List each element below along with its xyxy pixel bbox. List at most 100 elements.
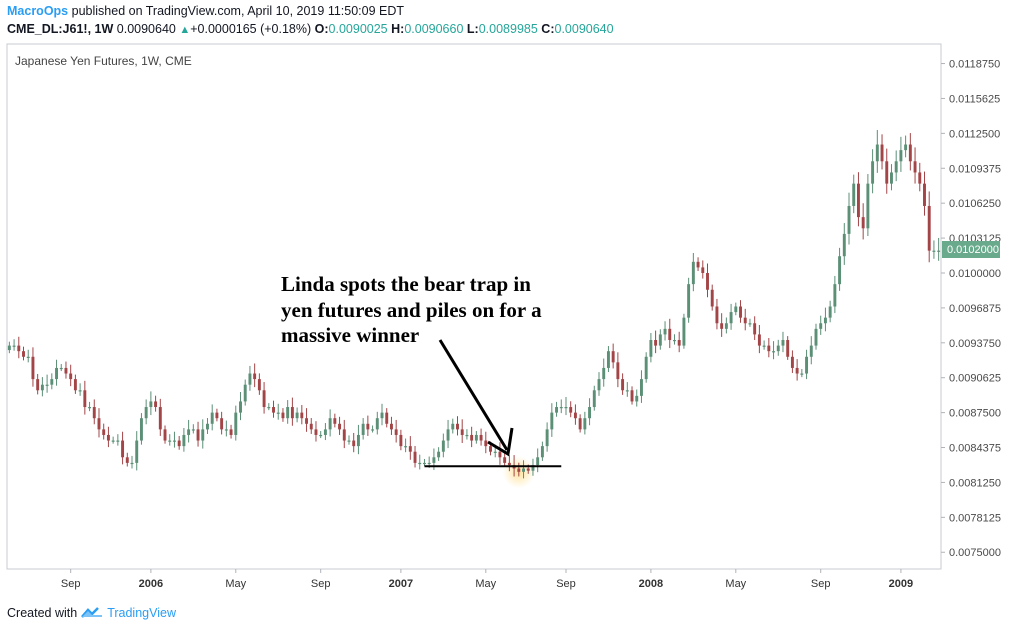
candle	[625, 382, 629, 397]
candle	[569, 401, 573, 418]
candle	[564, 396, 568, 416]
candle	[847, 192, 851, 245]
candle	[753, 316, 757, 341]
candle	[602, 358, 606, 387]
candle	[932, 240, 936, 259]
candle	[498, 442, 502, 465]
x-tick-label: 2006	[139, 578, 163, 590]
candle	[540, 441, 544, 461]
candle	[163, 425, 167, 444]
author-name[interactable]: MacroOps	[7, 4, 69, 18]
x-tick-label: 2009	[889, 578, 913, 590]
y-tick-label: 0.0090625	[949, 373, 1001, 385]
candle	[588, 398, 592, 426]
candle	[338, 416, 342, 435]
candle	[17, 336, 21, 359]
candle	[300, 405, 304, 425]
candle	[866, 174, 870, 236]
candle	[206, 418, 209, 434]
candle	[451, 418, 455, 434]
price-chart[interactable]: Japanese Yen Futures, 1W, CME 0.01187500…	[0, 0, 1016, 600]
candle	[904, 135, 908, 158]
ohlc-legend: CME_DL:J61!, 1W 0.0090640 ▲+0.0000165 (+…	[7, 22, 614, 36]
x-tick-label: Sep	[61, 578, 81, 590]
candle	[823, 307, 827, 332]
y-tick-label: 0.0093750	[949, 338, 1001, 350]
candle	[682, 313, 686, 349]
candle	[611, 343, 615, 369]
candle	[177, 436, 181, 450]
time-axis: Sep 2006 May Sep 2007 May Sep 2008 May Sep 2009	[61, 569, 913, 590]
candle	[701, 260, 705, 279]
candle	[201, 419, 205, 449]
y-tick-label: 0.0096875	[949, 303, 1001, 315]
candle	[191, 424, 195, 434]
candle	[399, 429, 403, 451]
candle	[441, 433, 445, 458]
candle	[545, 422, 549, 452]
candle	[871, 149, 875, 194]
candle	[456, 416, 459, 436]
low-label: L:	[466, 22, 479, 36]
candle	[578, 414, 582, 433]
candle	[875, 130, 879, 173]
candle	[234, 405, 238, 441]
y-tick-label: 0.0106250	[949, 198, 1001, 210]
candle	[762, 340, 766, 350]
candle	[790, 350, 794, 374]
candle	[243, 379, 247, 406]
candle	[158, 398, 162, 436]
plot-area	[6, 43, 942, 570]
candle	[97, 408, 101, 438]
high-value: 0.0090660	[404, 22, 464, 36]
candle	[380, 403, 384, 426]
candle	[267, 403, 271, 411]
candle	[154, 395, 158, 412]
candle	[673, 334, 676, 345]
candle	[706, 263, 709, 298]
candles	[7, 130, 941, 479]
candle	[290, 397, 294, 426]
x-tick-label: Sep	[556, 578, 576, 590]
annotation-arrow	[438, 339, 514, 457]
open-label: O:	[314, 22, 329, 36]
publish-info: MacroOps published on TradingView.com, A…	[7, 4, 404, 18]
candle	[220, 411, 224, 435]
candle	[739, 300, 742, 323]
candle	[149, 391, 153, 416]
candle	[559, 399, 563, 414]
candle	[404, 438, 408, 453]
candle	[106, 426, 110, 448]
y-tick-label: 0.0084375	[949, 443, 1001, 455]
x-tick-label: 2008	[639, 578, 663, 590]
candle	[116, 434, 120, 446]
y-tick-label: 0.0087500	[949, 408, 1001, 420]
candle	[408, 436, 412, 460]
candle	[92, 399, 96, 425]
tradingview-brand[interactable]: TradingView	[107, 606, 176, 620]
candle	[111, 436, 115, 444]
candle	[69, 364, 73, 387]
candle	[229, 424, 233, 439]
candle	[668, 318, 672, 349]
published-text: published on TradingView.com, April 10, …	[71, 4, 405, 18]
candle	[305, 408, 309, 432]
candle	[503, 452, 507, 467]
candle	[696, 257, 700, 272]
candle	[507, 455, 511, 472]
candle	[842, 223, 846, 265]
candle	[913, 147, 917, 184]
candle	[465, 429, 469, 440]
y-tick-label: 0.0118750	[949, 59, 1000, 71]
annotation-text: Linda spots the bear trap in yen futures…	[281, 272, 547, 347]
created-with-text: Created with	[7, 606, 78, 620]
candle	[663, 321, 667, 341]
candle	[352, 432, 356, 453]
candle	[446, 419, 450, 449]
candle	[135, 431, 139, 471]
y-tick-label: 0.0100000	[949, 268, 1001, 280]
candle	[828, 300, 832, 323]
candle	[918, 162, 922, 192]
candle	[786, 336, 790, 360]
candle	[328, 409, 332, 437]
